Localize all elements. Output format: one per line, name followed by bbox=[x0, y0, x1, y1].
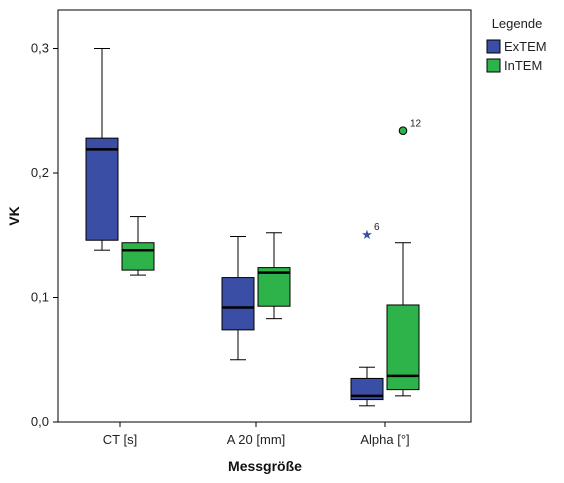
legend: Legende ExTEM InTEM bbox=[486, 16, 547, 73]
outlier-label: 12 bbox=[410, 119, 422, 130]
outlier-point bbox=[398, 126, 408, 135]
x-axis: CT [s] A 20 [mm] Alpha [°] bbox=[103, 422, 410, 447]
x-tick-label: A 20 [mm] bbox=[227, 432, 286, 447]
iqr-box bbox=[85, 137, 119, 241]
box-group: ★6 12 bbox=[85, 48, 422, 407]
legend-swatch bbox=[486, 58, 501, 73]
y-axis-title: VK bbox=[6, 206, 22, 225]
y-tick-label: 0,3 bbox=[31, 41, 49, 56]
legend-label: ExTEM bbox=[504, 39, 547, 54]
iqr-box bbox=[221, 277, 255, 331]
box-intem-2 bbox=[257, 232, 291, 320]
iqr-box bbox=[257, 267, 291, 307]
legend-label: InTEM bbox=[504, 58, 542, 73]
iqr-box bbox=[350, 377, 384, 401]
y-tick-label: 0,0 bbox=[31, 414, 49, 429]
outlier-star: ★ bbox=[361, 228, 373, 243]
box-extem-2 bbox=[221, 235, 255, 361]
iqr-box bbox=[121, 242, 155, 271]
y-tick-label: 0,2 bbox=[31, 165, 49, 180]
legend-title: Legende bbox=[492, 16, 543, 31]
y-tick-label: 0,1 bbox=[31, 290, 49, 305]
x-axis-title: Messgröße bbox=[228, 458, 302, 474]
legend-swatch bbox=[486, 39, 501, 54]
box-extem-1 bbox=[85, 48, 119, 251]
box-extem-3: ★6 bbox=[350, 222, 384, 407]
box-intem-1 bbox=[121, 216, 155, 276]
y-axis: 0,0 0,1 0,2 0,3 bbox=[31, 41, 58, 429]
box-intem-3: 12 bbox=[386, 119, 422, 397]
x-tick-label: Alpha [°] bbox=[360, 432, 409, 447]
x-tick-label: CT [s] bbox=[103, 432, 137, 447]
outlier-label: 6 bbox=[374, 222, 380, 233]
